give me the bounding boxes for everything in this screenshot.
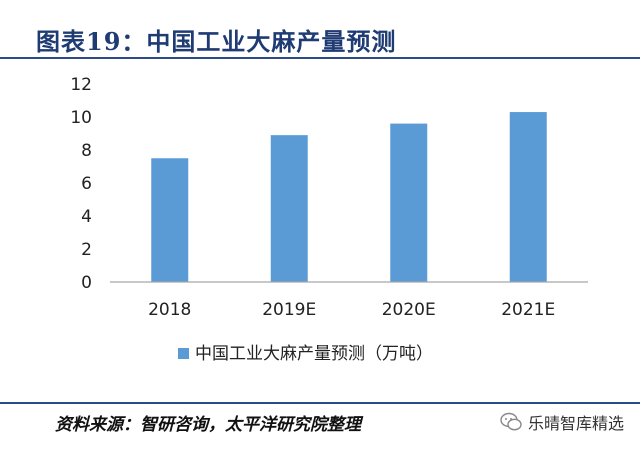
y-tick-label: 2 [81,240,92,260]
bar-series [151,112,547,282]
x-axis: 2018 2019E 2020E 2021E [110,281,588,320]
bar-2018 [151,158,189,282]
watermark-text: 乐晴智库精选 [527,414,624,433]
legend-label: 中国工业大麻产量预测（万吨） [195,344,433,364]
x-tick-label: 2020E [382,300,436,320]
legend: 中国工业大麻产量预测（万吨） [178,344,433,364]
y-tick-label: 4 [81,207,92,227]
chart-title: 图表19：中国工业大麻产量预测 [36,27,397,56]
y-axis: 0 2 4 6 8 10 12 [70,75,92,293]
bar-2021E [509,112,547,282]
source-note: 资料来源：智研咨询，太平洋研究院整理 [55,415,361,435]
y-tick-label: 8 [81,141,92,161]
x-tick-label: 2021E [501,300,555,320]
y-tick-label: 6 [81,174,92,194]
watermark: 乐晴智库精选 [500,410,624,434]
y-tick-label: 12 [70,75,92,95]
wechat-icon [500,412,522,431]
legend-swatch [178,348,189,359]
x-tick-label: 2018 [148,300,191,320]
title-divider [0,57,640,59]
x-tick-label: 2019E [262,300,316,320]
bar-chart: 0 2 4 6 8 10 12 2018 2019E 2020E 2021E 中国工业大麻产量预测… [70,75,588,364]
bar-2019E [270,135,308,282]
y-tick-label: 0 [81,273,92,293]
footer-divider [0,402,640,404]
y-tick-label: 10 [70,108,92,128]
bar-2020E [390,123,428,282]
